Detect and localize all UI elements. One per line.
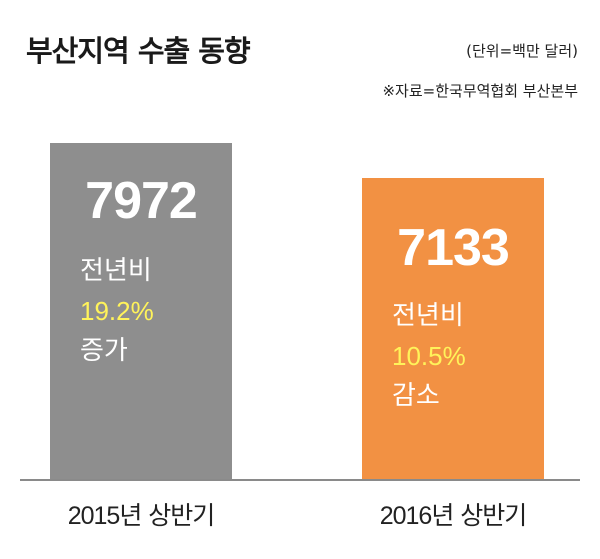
- annotation-percent: 19.2%: [80, 296, 154, 326]
- annotation-line3: 감소: [392, 381, 440, 411]
- annotation-line1: 전년비: [392, 301, 464, 331]
- unit-label: (단위=백만 달러): [466, 42, 578, 60]
- x-axis-baseline: [20, 479, 580, 481]
- chart-title: 부산지역 수출 동향: [26, 34, 251, 68]
- bar-2016-h1: 7133 전년비 10.5% 감소: [362, 178, 544, 479]
- bar-annotation: 전년비 19.2% 증가: [80, 251, 154, 371]
- x-tick-label: 2016년 상반기: [379, 501, 528, 530]
- bar-value-label: 7972: [85, 172, 198, 230]
- x-tick-label: 2015년 상반기: [67, 501, 216, 530]
- source-note: ※자료=한국무역협회 부산본부: [382, 82, 578, 100]
- bar-2015-h1: 7972 전년비 19.2% 증가: [50, 143, 232, 479]
- bar-annotation: 전년비 10.5% 감소: [392, 296, 466, 416]
- bar-value-label: 7133: [397, 219, 510, 277]
- annotation-line1: 전년비: [80, 256, 152, 286]
- annotation-percent: 10.5%: [392, 341, 466, 371]
- annotation-line3: 증가: [80, 336, 128, 366]
